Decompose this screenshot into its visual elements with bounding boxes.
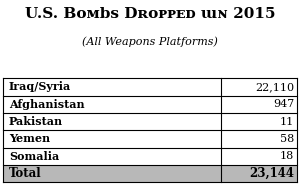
Bar <box>3 130 297 148</box>
Text: Afghanistan: Afghanistan <box>9 99 85 110</box>
Text: U.S. Bᴏᴍbs Dʀᴏᴘᴘᴇᴅ ɯɴ 2015: U.S. Bᴏᴍbs Dʀᴏᴘᴘᴇᴅ ɯɴ 2015 <box>25 7 275 21</box>
Bar <box>3 95 297 113</box>
Bar <box>3 113 297 130</box>
Text: 947: 947 <box>273 99 294 109</box>
Text: 22,110: 22,110 <box>255 82 294 92</box>
Text: Total: Total <box>9 167 42 180</box>
Bar <box>3 148 297 165</box>
Text: 18: 18 <box>280 151 294 161</box>
Text: Iraq/Syria: Iraq/Syria <box>9 81 71 92</box>
Text: Yemen: Yemen <box>9 133 50 144</box>
Text: 23,144: 23,144 <box>249 167 294 180</box>
Text: 58: 58 <box>280 134 294 144</box>
Text: Somalia: Somalia <box>9 151 59 162</box>
Text: 11: 11 <box>280 116 294 127</box>
Text: (All Weapons Platforms): (All Weapons Platforms) <box>82 37 218 47</box>
Bar <box>3 78 297 95</box>
Bar <box>3 165 297 182</box>
Text: Pakistan: Pakistan <box>9 116 63 127</box>
